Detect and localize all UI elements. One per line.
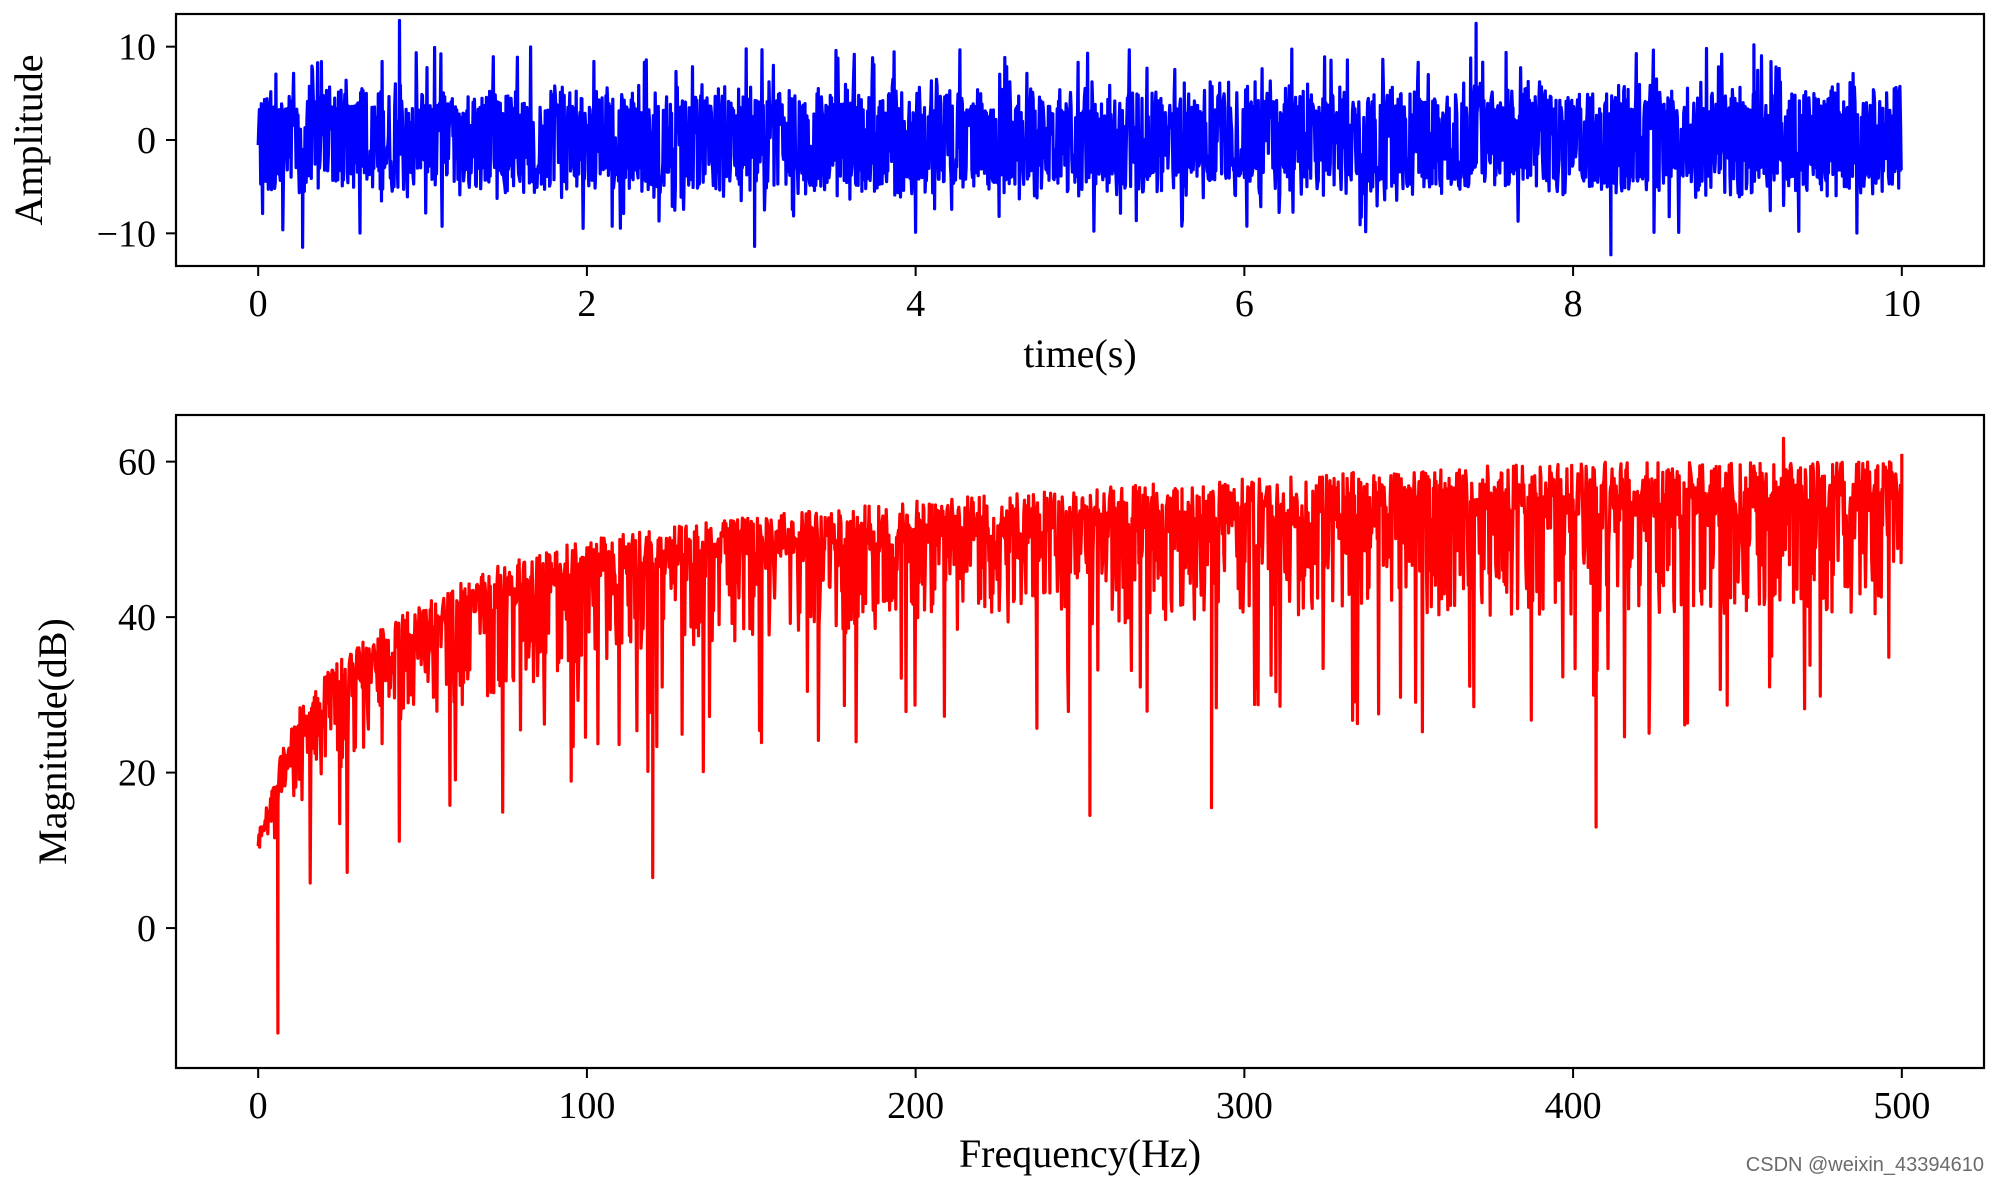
y-tick-label: 20 [118, 753, 156, 795]
time-domain-chart: 0 2 4 6 8 10 −10 0 10 time(s) Amplitude [6, 12, 1986, 376]
y-tick-label: −10 [97, 213, 156, 255]
y-tick-label: 60 [118, 442, 156, 484]
spectrum-series-line [256, 436, 1904, 1035]
x-tick-label: 100 [558, 1085, 615, 1127]
x-tick-label: 0 [249, 283, 268, 325]
x-tick-label: 8 [1564, 283, 1583, 325]
signal-series-line [256, 18, 1903, 257]
y-tick-label: 10 [118, 27, 156, 69]
x-tick-label: 200 [887, 1085, 944, 1127]
y-axis-label: Magnitude(dB) [30, 618, 75, 865]
y-tick-label: 40 [118, 597, 156, 639]
x-tick-label: 10 [1883, 283, 1921, 325]
x-tick-label: 400 [1545, 1085, 1602, 1127]
x-axis-label: time(s) [1023, 331, 1136, 376]
y-axis-label: Amplitude [6, 54, 51, 225]
x-tick-label: 500 [1873, 1085, 1930, 1127]
x-tick-label: 6 [1235, 283, 1254, 325]
watermark-text: CSDN @weixin_43394610 [1745, 1154, 1984, 1176]
y-tick-label: 0 [137, 120, 156, 162]
x-tick-label: 2 [577, 283, 596, 325]
plot-frame [174, 413, 1986, 1070]
y-tick-label: 0 [137, 908, 156, 950]
x-tick-label: 4 [906, 283, 925, 325]
x-tick-label: 300 [1216, 1085, 1273, 1127]
x-tick-label: 0 [249, 1085, 268, 1127]
frequency-spectrum-chart: 0 100 200 300 400 500 0 20 40 60 Frequency(Hz) Magn… [30, 413, 1986, 1176]
x-axis-label: Frequency(Hz) [959, 1131, 1201, 1176]
